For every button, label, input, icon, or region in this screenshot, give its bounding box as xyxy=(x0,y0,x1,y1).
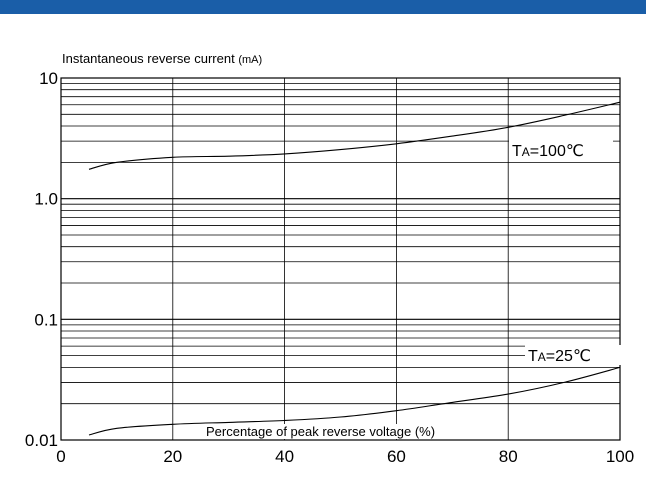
x-axis-label-background xyxy=(204,424,438,439)
y-tick-label: 0.1 xyxy=(34,310,58,329)
x-axis-label: Percentage of peak reverse voltage (%) xyxy=(206,424,435,439)
y-tick-label: 10 xyxy=(39,69,58,88)
x-tick-label: 80 xyxy=(499,447,518,466)
grid xyxy=(61,78,620,440)
x-tick-label: 100 xyxy=(606,447,634,466)
series-line xyxy=(88,366,621,436)
y-axis-label: Instantaneous reverse current (mA) xyxy=(62,51,262,66)
y-tick-label: 0.01 xyxy=(25,431,58,450)
plot-frame xyxy=(60,77,621,441)
series-label: TA=100℃ xyxy=(512,143,584,160)
series-label: TA=25℃ xyxy=(528,348,591,365)
series-layer: TA=100℃ TA=25℃ xyxy=(88,101,629,436)
series-label-background xyxy=(525,345,629,365)
header-band xyxy=(0,0,646,14)
x-tick-label: 40 xyxy=(275,447,294,466)
series-label-background xyxy=(509,140,613,160)
x-tick-label: 0 xyxy=(56,447,65,466)
y-tick-label: 1.0 xyxy=(34,190,58,209)
series-line xyxy=(88,101,621,170)
x-tick-label: 20 xyxy=(163,447,182,466)
tick-labels: 0 20 40 60 80 100 0.01 0.1 1.0 10 xyxy=(25,69,634,466)
x-tick-label: 60 xyxy=(387,447,406,466)
